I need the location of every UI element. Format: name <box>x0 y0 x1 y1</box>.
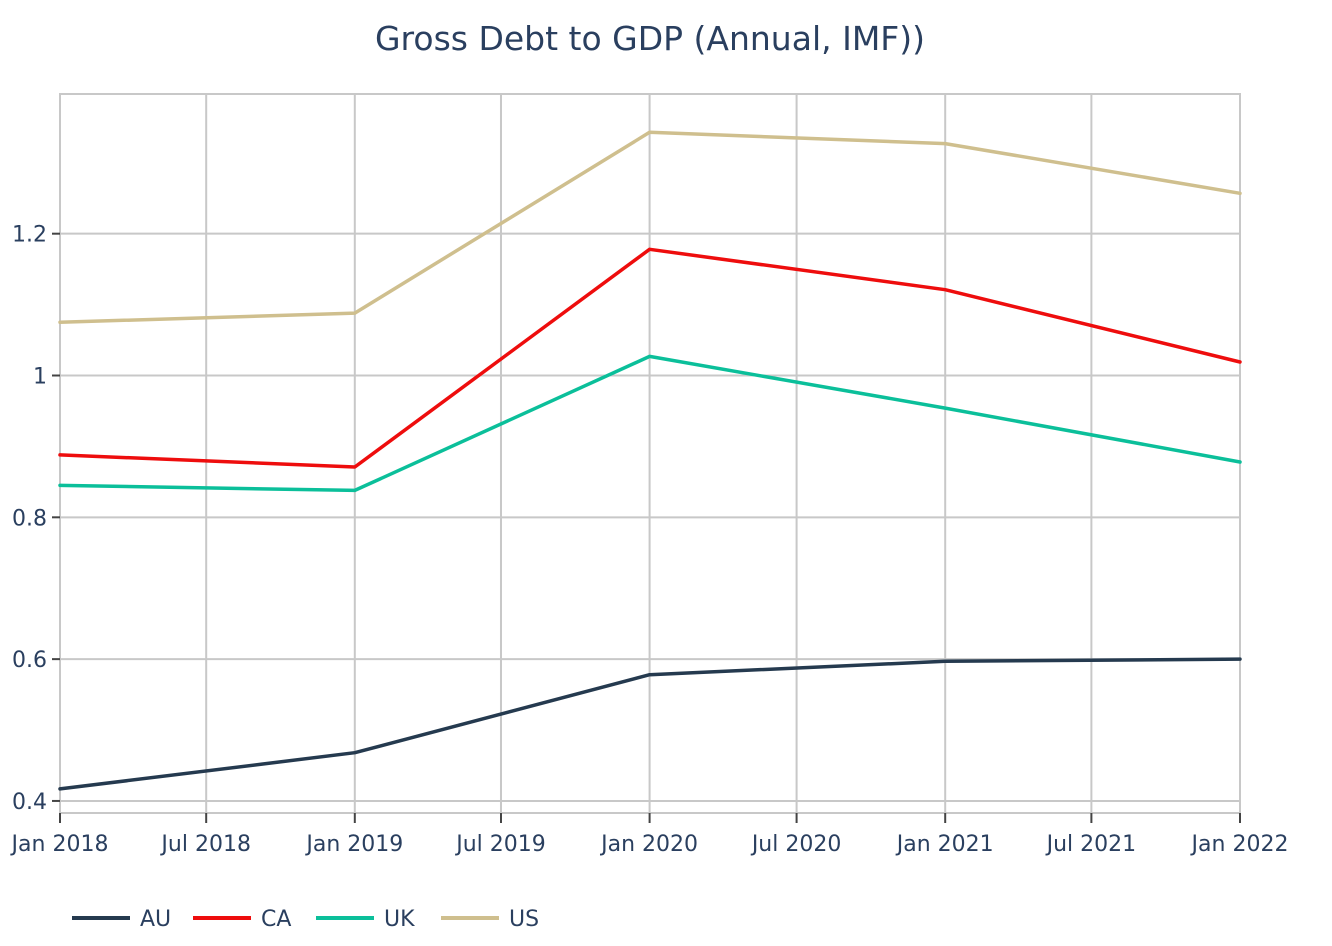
legend-item-us[interactable]: US <box>441 907 539 932</box>
series-line-ca <box>58 247 1242 469</box>
y-tick-label: 0.6 <box>12 648 47 673</box>
x-tick-label: Jan 2018 <box>10 832 109 857</box>
series-line-us <box>58 130 1242 325</box>
legend-label: CA <box>261 907 291 932</box>
series-line-uk <box>58 354 1242 493</box>
y-tick-label: 1 <box>33 365 47 390</box>
y-tick-label: 0.4 <box>12 790 47 815</box>
legend-item-uk[interactable]: UK <box>316 907 415 932</box>
x-tick-label: Jan 2020 <box>599 832 698 857</box>
series-lines <box>58 130 1242 791</box>
x-tick-label: Jan 2019 <box>304 832 403 857</box>
legend-label: AU <box>140 907 171 932</box>
x-tick-label: Jul 2018 <box>159 832 251 857</box>
y-tick-label: 1.2 <box>12 223 47 248</box>
chart-title: Gross Debt to GDP (Annual, IMF)) <box>375 19 925 58</box>
x-tick-label: Jul 2020 <box>750 832 842 857</box>
x-tick-label: Jul 2021 <box>1045 832 1137 857</box>
grid <box>59 94 1241 813</box>
axis-ticks <box>52 232 1241 823</box>
legend-item-au[interactable]: AU <box>72 907 171 932</box>
legend-item-ca[interactable]: CA <box>193 907 291 932</box>
x-tick-label: Jul 2019 <box>454 832 546 857</box>
x-tick-label: Jan 2022 <box>1190 832 1289 857</box>
y-axis: 0.4 0.6 0.8 1 1.2 <box>12 223 47 815</box>
legend-label: UK <box>384 907 415 932</box>
x-axis: Jan 2018 Jul 2018 Jan 2019 Jul 2019 Jan 2020… <box>10 832 1289 857</box>
legend[interactable]: AU CA UK US <box>72 907 539 932</box>
legend-label: US <box>509 907 539 932</box>
y-tick-label: 0.8 <box>12 506 47 531</box>
x-tick-label: Jan 2021 <box>895 832 994 857</box>
series-line-au <box>58 657 1242 791</box>
